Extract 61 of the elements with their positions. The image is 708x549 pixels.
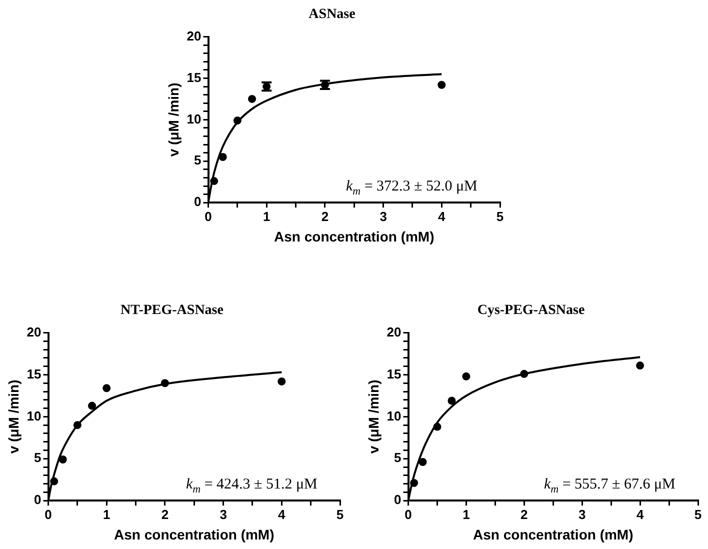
y-tick-label: 0 bbox=[34, 492, 42, 508]
y-tick-label: 10 bbox=[186, 111, 202, 126]
y-tick-label: 15 bbox=[186, 70, 202, 85]
point bbox=[218, 153, 227, 162]
x-tick-label: 1 bbox=[262, 208, 270, 224]
y-tick-label: 15 bbox=[386, 366, 402, 382]
point bbox=[73, 421, 82, 430]
x-axis-title: Asn concentration (mM) bbox=[114, 526, 274, 542]
point bbox=[102, 384, 111, 392]
x-tick-label: 3 bbox=[578, 506, 586, 522]
y-tick-label: 20 bbox=[186, 28, 202, 44]
x-tick-label: 3 bbox=[220, 506, 227, 522]
y-tick-label: 0 bbox=[194, 194, 202, 210]
point bbox=[278, 377, 286, 386]
point bbox=[88, 402, 96, 410]
y-axis-title: v (μM /min) bbox=[5, 380, 22, 454]
chart-title: NT-PEG-ASNase bbox=[120, 303, 224, 318]
point bbox=[248, 94, 256, 103]
x-tick-label: 4 bbox=[438, 208, 446, 224]
x-axis-title: Asn concentration (mM) bbox=[473, 526, 634, 542]
x-tick-label: 0 bbox=[404, 506, 412, 522]
point bbox=[438, 80, 446, 89]
point bbox=[462, 372, 470, 380]
x-tick-label: 5 bbox=[336, 506, 344, 522]
x-tick-label: 5 bbox=[496, 208, 504, 224]
y-tick-label: 20 bbox=[386, 324, 402, 340]
x-tick-label: 4 bbox=[278, 506, 286, 522]
point bbox=[58, 455, 67, 464]
y-tick-label: 5 bbox=[194, 152, 202, 168]
x-tick-label: 3 bbox=[380, 208, 387, 224]
point bbox=[418, 458, 427, 466]
x-tick-label: 1 bbox=[102, 506, 110, 522]
x-tick-label: 2 bbox=[161, 506, 169, 522]
point bbox=[160, 379, 169, 388]
x-tick-label: 5 bbox=[694, 506, 702, 522]
point bbox=[433, 422, 442, 431]
point bbox=[636, 362, 644, 370]
y-tick-label: 15 bbox=[26, 366, 42, 382]
point bbox=[210, 177, 218, 186]
x-tick-label: 4 bbox=[636, 506, 644, 522]
x-tick-label: 2 bbox=[520, 506, 528, 522]
y-axis-title: v (μM /min) bbox=[165, 82, 182, 157]
point bbox=[410, 478, 418, 487]
chart-title: Cys-PEG-ASNase bbox=[477, 303, 585, 318]
x-axis-title: Asn concentration (mM) bbox=[274, 228, 434, 244]
y-tick-label: 10 bbox=[26, 408, 42, 424]
y-tick-label: 5 bbox=[34, 450, 42, 466]
point bbox=[50, 477, 58, 486]
point bbox=[233, 116, 242, 125]
y-tick-label: 20 bbox=[26, 324, 42, 340]
point bbox=[520, 370, 528, 378]
y-tick-label: 5 bbox=[394, 450, 402, 466]
x-tick-label: 2 bbox=[321, 208, 329, 224]
x-tick-label: 0 bbox=[204, 208, 212, 224]
point bbox=[448, 396, 456, 405]
y-tick-label: 0 bbox=[394, 492, 402, 508]
y-axis-title: v (μM /min) bbox=[365, 380, 382, 454]
x-tick-label: 0 bbox=[44, 506, 52, 522]
y-tick-label: 10 bbox=[386, 408, 402, 424]
chart-title: ASNase bbox=[308, 7, 356, 22]
x-tick-label: 1 bbox=[462, 506, 470, 522]
